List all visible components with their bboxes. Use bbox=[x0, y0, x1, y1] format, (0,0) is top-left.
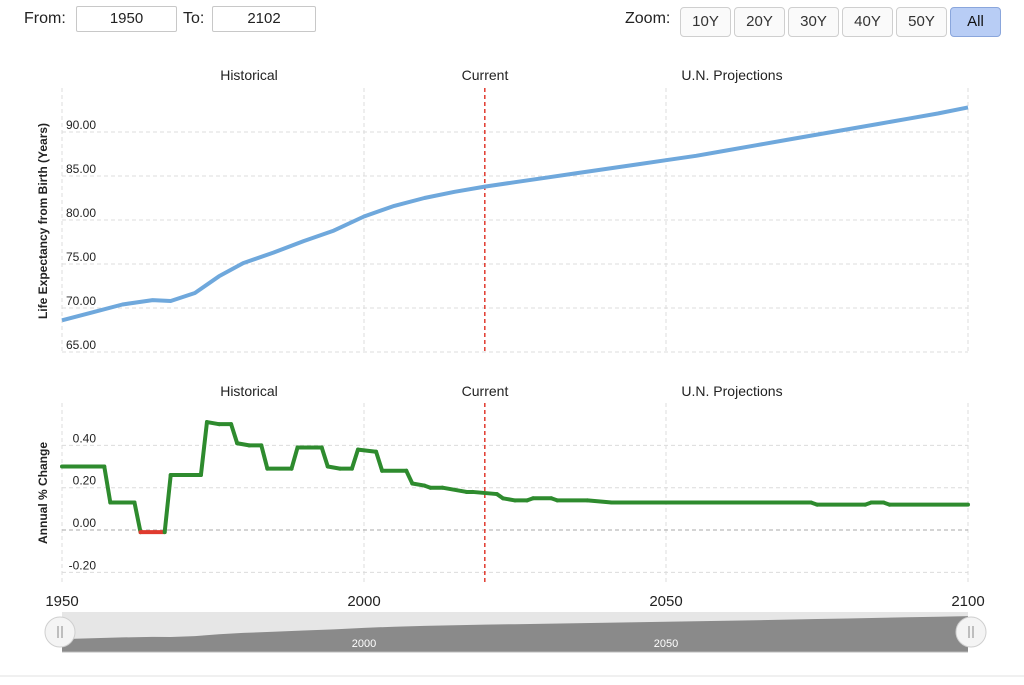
x-tick-label: 1950 bbox=[45, 593, 78, 610]
bottom-y-tick-labels: -0.20 0.00 0.20 0.40 bbox=[69, 431, 97, 572]
annual-change-segment[interactable] bbox=[410, 481, 427, 488]
x-tick-label: 2050 bbox=[649, 593, 682, 610]
annual-change-segment[interactable] bbox=[500, 496, 517, 503]
navigator-left-handle[interactable] bbox=[44, 616, 76, 648]
life-expectancy-line[interactable] bbox=[61, 105, 969, 323]
bottom-y-tick-label: 0.40 bbox=[73, 431, 97, 445]
zoom-30y-button[interactable]: 30Y bbox=[788, 7, 839, 37]
bottom-region-label-historical: Historical bbox=[220, 383, 278, 399]
navigator-label: 2000 bbox=[352, 638, 376, 650]
navigator-series-area bbox=[62, 616, 968, 652]
toolbar: From: 1950 To: 2102 Zoom: 10Y 20Y 30Y 40Y 50… bbox=[0, 0, 1024, 44]
bottom-y-tick-label: 0.00 bbox=[73, 516, 97, 530]
top-grid bbox=[61, 88, 969, 353]
zoom-50y-button[interactable]: 50Y bbox=[896, 7, 947, 37]
top-y-tick-label: 75.00 bbox=[66, 250, 96, 264]
zoom-40y-button[interactable]: 40Y bbox=[842, 7, 893, 37]
bottom-region-label-u-n-projections: U.N. Projections bbox=[681, 383, 782, 399]
annual-change-segment[interactable] bbox=[198, 420, 209, 477]
annual-change-segment[interactable] bbox=[235, 441, 252, 448]
navigator-right-handle[interactable] bbox=[955, 616, 987, 648]
bottom-y-tick-label: 0.20 bbox=[73, 474, 97, 488]
top-y-tick-labels: 65.00 70.00 75.00 80.00 85.00 90.00 bbox=[66, 118, 96, 352]
navigator-labels: 2000 2050 bbox=[352, 638, 678, 650]
bottom-region-labels: Historical Current U.N. Projections bbox=[220, 383, 782, 399]
x-tick-label: 2100 bbox=[951, 593, 984, 610]
from-date-input[interactable]: 1950 bbox=[76, 6, 177, 32]
top-y-tick-label: 90.00 bbox=[66, 118, 96, 132]
annual-change-segment[interactable] bbox=[229, 422, 240, 446]
bottom-grid bbox=[61, 403, 969, 583]
annual-change-segment[interactable] bbox=[374, 449, 385, 473]
annual-change-segment[interactable] bbox=[319, 445, 330, 469]
top-region-label-u-n-projections: U.N. Projections bbox=[681, 67, 782, 83]
from-label: From: bbox=[24, 10, 66, 27]
bottom-y-axis-title: Annual % Change bbox=[36, 442, 50, 544]
annual-change-segment[interactable] bbox=[585, 498, 614, 505]
bottom-y-tick-label: -0.20 bbox=[69, 558, 97, 572]
annual-change-segment[interactable] bbox=[259, 443, 270, 471]
annual-change-segment[interactable] bbox=[102, 464, 113, 505]
zoom-20y-button[interactable]: 20Y bbox=[734, 7, 785, 37]
top-series bbox=[61, 105, 969, 323]
annual-change-segment[interactable] bbox=[440, 485, 469, 494]
annual-change-segment[interactable] bbox=[204, 420, 222, 427]
top-region-labels: Historical Current U.N. Projections bbox=[220, 67, 782, 83]
to-label: To: bbox=[183, 10, 205, 27]
top-y-axis-title: Life Expectancy from Birth (Years) bbox=[36, 123, 50, 319]
top-region-label-current: Current bbox=[462, 67, 509, 83]
zoom-label: Zoom: bbox=[625, 10, 671, 27]
annual-change-segment[interactable] bbox=[289, 445, 300, 471]
top-y-tick-label: 80.00 bbox=[66, 206, 96, 220]
zoom-all-button[interactable]: All bbox=[950, 7, 1001, 37]
annual-change-segment[interactable] bbox=[325, 464, 342, 471]
annual-change-segment[interactable] bbox=[470, 489, 499, 497]
top-y-tick-label: 85.00 bbox=[66, 162, 96, 176]
bottom-region-label-current: Current bbox=[462, 383, 509, 399]
x-tick-label: 2000 bbox=[347, 593, 380, 610]
annual-change-segment[interactable] bbox=[132, 500, 143, 535]
annual-change-segment[interactable] bbox=[404, 468, 415, 486]
zoom-10y-button[interactable]: 10Y bbox=[680, 7, 731, 37]
top-y-tick-label: 70.00 bbox=[66, 294, 96, 308]
annual-change-segment[interactable] bbox=[355, 447, 379, 454]
top-y-tick-label: 65.00 bbox=[66, 338, 96, 352]
annual-change-segment[interactable] bbox=[349, 447, 360, 471]
top-region-label-historical: Historical bbox=[220, 67, 278, 83]
navigator-label: 2050 bbox=[654, 638, 678, 650]
x-tick-labels: 1950 2000 2050 2100 bbox=[45, 593, 984, 610]
to-date-input[interactable]: 2102 bbox=[212, 6, 316, 32]
annual-change-segment[interactable] bbox=[162, 473, 173, 535]
bottom-series bbox=[60, 420, 970, 535]
